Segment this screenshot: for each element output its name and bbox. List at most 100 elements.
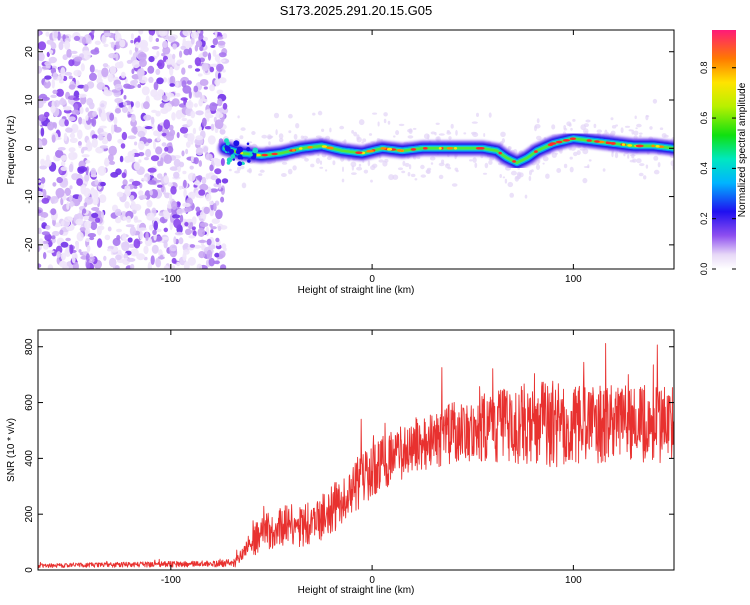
ridge-halo [273, 112, 280, 119]
ridge-halo [438, 174, 444, 180]
noise-speckle [145, 231, 149, 241]
noise-speckle [203, 86, 208, 90]
noise-speckle [185, 228, 192, 235]
noise-speckle [182, 202, 191, 208]
noise-speckle [122, 216, 127, 221]
noise-speckle [198, 189, 206, 196]
noise-speckle [73, 35, 81, 42]
noise-speckle [209, 223, 213, 227]
noise-speckle [69, 137, 78, 143]
noise-speckle [104, 234, 111, 241]
noise-speckle [89, 64, 95, 73]
noise-speckle [157, 59, 165, 70]
noise-speckle [46, 51, 50, 58]
ridge-halo [582, 148, 589, 155]
ridge-halo [451, 183, 458, 187]
noise-speckle [81, 146, 88, 151]
ridge-halo [645, 114, 649, 121]
noise-speckle [124, 201, 130, 209]
noise-speckle [38, 41, 47, 51]
noise-speckle [220, 158, 225, 166]
noise-speckle [216, 89, 224, 95]
noise-speckle [52, 89, 58, 95]
ridge-halo [278, 133, 284, 140]
noise-speckle [69, 194, 73, 202]
noise-speckle [133, 238, 141, 249]
noise-speckle [149, 189, 153, 196]
noise-speckle [86, 81, 95, 89]
y-tick-label: 800 [24, 338, 35, 355]
ridge-halo [404, 162, 410, 167]
noise-speckle [71, 109, 80, 115]
colorbar: 0.0 0.2 0.4 0.6 0.8 Normalized spectral ampl… [699, 30, 748, 275]
noise-speckle [206, 249, 213, 260]
ridge-halo [310, 163, 315, 168]
noise-speckle [114, 97, 123, 104]
ridge-halo [610, 117, 614, 121]
noise-speckle [195, 206, 201, 213]
noise-speckle [164, 146, 169, 152]
noise-speckle [44, 233, 52, 241]
noise-speckle [83, 84, 89, 93]
colorbar-tick-label: 0.4 [699, 162, 709, 175]
noise-speckle [84, 220, 92, 229]
y-tick-label: -20 [24, 237, 35, 252]
noise-speckle [38, 52, 45, 62]
noise-speckle [171, 265, 176, 269]
noise-speckle [122, 101, 128, 106]
noise-speckle [127, 135, 137, 140]
noise-speckle [138, 227, 147, 231]
noise-speckle [175, 109, 183, 120]
snr-x-axis-label: Height of straight line (km) [298, 585, 415, 596]
noise-speckle [213, 202, 217, 212]
noise-speckle [42, 242, 49, 250]
noise-speckle [138, 194, 148, 200]
noise-speckle [38, 65, 43, 74]
noise-speckle [159, 254, 164, 260]
noise-speckle [198, 160, 202, 167]
noise-speckle [110, 41, 115, 49]
noise-speckle [109, 112, 115, 121]
noise-speckle [115, 53, 119, 62]
noise-speckle [93, 189, 98, 199]
noise-speckle [65, 127, 73, 133]
ridge-blob [242, 162, 245, 165]
colorbar-gradient [712, 30, 736, 269]
noise-speckle [147, 167, 157, 173]
noise-speckle [127, 237, 133, 243]
ridge-peak [606, 141, 612, 145]
noise-speckle [182, 37, 186, 46]
noise-speckle [109, 160, 116, 165]
noise-speckle [188, 47, 193, 56]
noise-speckle [155, 146, 163, 155]
y-tick-label: 400 [24, 450, 35, 467]
noise-speckle [55, 149, 64, 158]
noise-speckle [141, 86, 150, 96]
ridge-peak [397, 149, 402, 152]
noise-speckle [181, 67, 186, 75]
ridge-halo [534, 124, 541, 129]
ridge-blob [237, 161, 243, 167]
noise-speckle [171, 98, 180, 107]
ridge-halo [611, 151, 614, 158]
noise-speckle [91, 212, 99, 218]
noise-speckle [143, 101, 150, 110]
noise-speckle [60, 252, 66, 261]
noise-speckle [91, 117, 97, 127]
noise-speckle [151, 46, 160, 50]
noise-speckle [220, 264, 227, 269]
ridge-halo [342, 140, 346, 143]
noise-speckle [194, 68, 201, 72]
ridge-halo [441, 159, 445, 164]
noise-speckle [134, 141, 138, 146]
ridge-halo [292, 165, 297, 171]
ridge-peak [448, 147, 452, 150]
ridge-halo [542, 156, 549, 162]
noise-speckle [41, 197, 50, 204]
noise-speckle [184, 206, 192, 213]
ridge-halo [353, 131, 358, 137]
noise-speckle [75, 218, 84, 226]
noise-speckle [163, 241, 168, 249]
